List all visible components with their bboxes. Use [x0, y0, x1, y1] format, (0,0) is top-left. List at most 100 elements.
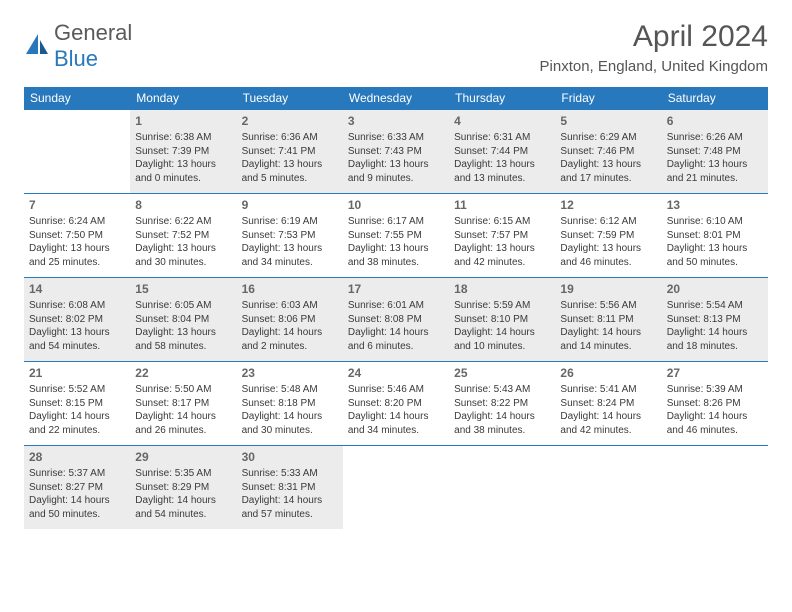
calendar-cell: 1Sunrise: 6:38 AMSunset: 7:39 PMDaylight…	[130, 109, 236, 193]
sunrise-line: Sunrise: 6:08 AM	[29, 299, 125, 313]
sunrise-line: Sunrise: 5:48 AM	[242, 383, 338, 397]
calendar-cell: 18Sunrise: 5:59 AMSunset: 8:10 PMDayligh…	[449, 277, 555, 361]
daylight-line: Daylight: 13 hours and 38 minutes.	[348, 242, 444, 269]
daylight-line: Daylight: 14 hours and 18 minutes.	[667, 326, 763, 353]
daylight-line: Daylight: 13 hours and 30 minutes.	[135, 242, 231, 269]
day-number: 17	[348, 281, 444, 297]
sunset-line: Sunset: 8:29 PM	[135, 481, 231, 495]
sunset-line: Sunset: 8:13 PM	[667, 313, 763, 327]
weekday-header: Wednesday	[343, 87, 449, 109]
sunset-line: Sunset: 8:10 PM	[454, 313, 550, 327]
weekday-header: Sunday	[24, 87, 130, 109]
daylight-line: Daylight: 14 hours and 30 minutes.	[242, 410, 338, 437]
day-number: 2	[242, 113, 338, 129]
sunrise-line: Sunrise: 6:19 AM	[242, 215, 338, 229]
daylight-line: Daylight: 14 hours and 54 minutes.	[135, 494, 231, 521]
sunset-line: Sunset: 7:57 PM	[454, 229, 550, 243]
title-block: April 2024 Pinxton, England, United King…	[540, 20, 768, 75]
sunset-line: Sunset: 7:53 PM	[242, 229, 338, 243]
sunset-line: Sunset: 8:06 PM	[242, 313, 338, 327]
day-number: 1	[135, 113, 231, 129]
daylight-line: Daylight: 13 hours and 34 minutes.	[242, 242, 338, 269]
sunset-line: Sunset: 8:26 PM	[667, 397, 763, 411]
calendar-cell: 19Sunrise: 5:56 AMSunset: 8:11 PMDayligh…	[555, 277, 661, 361]
day-number: 23	[242, 365, 338, 381]
daylight-line: Daylight: 13 hours and 58 minutes.	[135, 326, 231, 353]
calendar-cell: 5Sunrise: 6:29 AMSunset: 7:46 PMDaylight…	[555, 109, 661, 193]
sunrise-line: Sunrise: 5:37 AM	[29, 467, 125, 481]
calendar-cell: 12Sunrise: 6:12 AMSunset: 7:59 PMDayligh…	[555, 193, 661, 277]
logo-word-1: General	[54, 20, 132, 45]
day-number: 14	[29, 281, 125, 297]
calendar-cell: 6Sunrise: 6:26 AMSunset: 7:48 PMDaylight…	[662, 109, 768, 193]
sunset-line: Sunset: 8:27 PM	[29, 481, 125, 495]
calendar-cell: 2Sunrise: 6:36 AMSunset: 7:41 PMDaylight…	[237, 109, 343, 193]
day-number: 6	[667, 113, 763, 129]
daylight-line: Daylight: 13 hours and 50 minutes.	[667, 242, 763, 269]
calendar-cell: 30Sunrise: 5:33 AMSunset: 8:31 PMDayligh…	[237, 445, 343, 529]
calendar-cell: 9 Sunrise: 6:19 AMSunset: 7:53 PMDaylight…	[237, 193, 343, 277]
daylight-line: Daylight: 14 hours and 42 minutes.	[560, 410, 656, 437]
sunrise-line: Sunrise: 6:33 AM	[348, 131, 444, 145]
sunset-line: Sunset: 7:44 PM	[454, 145, 550, 159]
sunset-line: Sunset: 8:11 PM	[560, 313, 656, 327]
calendar-cell-blank	[343, 445, 449, 529]
daylight-line: Daylight: 14 hours and 50 minutes.	[29, 494, 125, 521]
daylight-line: Daylight: 13 hours and 17 minutes.	[560, 158, 656, 185]
sunset-line: Sunset: 8:01 PM	[667, 229, 763, 243]
sunrise-line: Sunrise: 5:35 AM	[135, 467, 231, 481]
sunrise-line: Sunrise: 6:26 AM	[667, 131, 763, 145]
sunset-line: Sunset: 8:17 PM	[135, 397, 231, 411]
sunrise-line: Sunrise: 6:15 AM	[454, 215, 550, 229]
calendar-cell: 23Sunrise: 5:48 AMSunset: 8:18 PMDayligh…	[237, 361, 343, 445]
day-number: 20	[667, 281, 763, 297]
day-number: 25	[454, 365, 550, 381]
daylight-line: Daylight: 13 hours and 9 minutes.	[348, 158, 444, 185]
sunset-line: Sunset: 7:41 PM	[242, 145, 338, 159]
calendar-cell: 17Sunrise: 6:01 AMSunset: 8:08 PMDayligh…	[343, 277, 449, 361]
day-number: 18	[454, 281, 550, 297]
sunrise-line: Sunrise: 5:54 AM	[667, 299, 763, 313]
logo: General Blue	[24, 20, 132, 72]
sunset-line: Sunset: 7:39 PM	[135, 145, 231, 159]
daylight-line: Daylight: 13 hours and 0 minutes.	[135, 158, 231, 185]
sunrise-line: Sunrise: 6:01 AM	[348, 299, 444, 313]
sunset-line: Sunset: 8:15 PM	[29, 397, 125, 411]
sunrise-line: Sunrise: 6:05 AM	[135, 299, 231, 313]
daylight-line: Daylight: 13 hours and 25 minutes.	[29, 242, 125, 269]
sunrise-line: Sunrise: 6:12 AM	[560, 215, 656, 229]
sunset-line: Sunset: 8:31 PM	[242, 481, 338, 495]
daylight-line: Daylight: 14 hours and 34 minutes.	[348, 410, 444, 437]
daylight-line: Daylight: 13 hours and 46 minutes.	[560, 242, 656, 269]
day-number: 11	[454, 197, 550, 213]
day-number: 30	[242, 449, 338, 465]
weekday-header: Saturday	[662, 87, 768, 109]
day-number: 10	[348, 197, 444, 213]
calendar-cell: 29Sunrise: 5:35 AMSunset: 8:29 PMDayligh…	[130, 445, 236, 529]
calendar-cell: 8Sunrise: 6:22 AMSunset: 7:52 PMDaylight…	[130, 193, 236, 277]
daylight-line: Daylight: 14 hours and 57 minutes.	[242, 494, 338, 521]
calendar-cell: 13Sunrise: 6:10 AMSunset: 8:01 PMDayligh…	[662, 193, 768, 277]
sunrise-line: Sunrise: 6:29 AM	[560, 131, 656, 145]
calendar-cell: 24Sunrise: 5:46 AMSunset: 8:20 PMDayligh…	[343, 361, 449, 445]
calendar-cell: 26Sunrise: 5:41 AMSunset: 8:24 PMDayligh…	[555, 361, 661, 445]
logo-word-2: Blue	[54, 46, 98, 72]
sunset-line: Sunset: 8:22 PM	[454, 397, 550, 411]
sunset-line: Sunset: 7:59 PM	[560, 229, 656, 243]
logo-text: General Blue	[54, 20, 132, 72]
day-number: 8	[135, 197, 231, 213]
daylight-line: Daylight: 14 hours and 2 minutes.	[242, 326, 338, 353]
calendar-cell: 7Sunrise: 6:24 AMSunset: 7:50 PMDaylight…	[24, 193, 130, 277]
sunset-line: Sunset: 8:24 PM	[560, 397, 656, 411]
location-text: Pinxton, England, United Kingdom	[540, 58, 768, 75]
header: General Blue April 2024 Pinxton, England…	[24, 20, 768, 75]
sunset-line: Sunset: 7:50 PM	[29, 229, 125, 243]
calendar-cell: 10Sunrise: 6:17 AMSunset: 7:55 PMDayligh…	[343, 193, 449, 277]
sunset-line: Sunset: 7:43 PM	[348, 145, 444, 159]
sunrise-line: Sunrise: 5:41 AM	[560, 383, 656, 397]
calendar-cell: 16Sunrise: 6:03 AMSunset: 8:06 PMDayligh…	[237, 277, 343, 361]
calendar-cell: 28Sunrise: 5:37 AMSunset: 8:27 PMDayligh…	[24, 445, 130, 529]
daylight-line: Daylight: 14 hours and 38 minutes.	[454, 410, 550, 437]
day-number: 9	[242, 197, 338, 213]
calendar-cell-blank	[555, 445, 661, 529]
